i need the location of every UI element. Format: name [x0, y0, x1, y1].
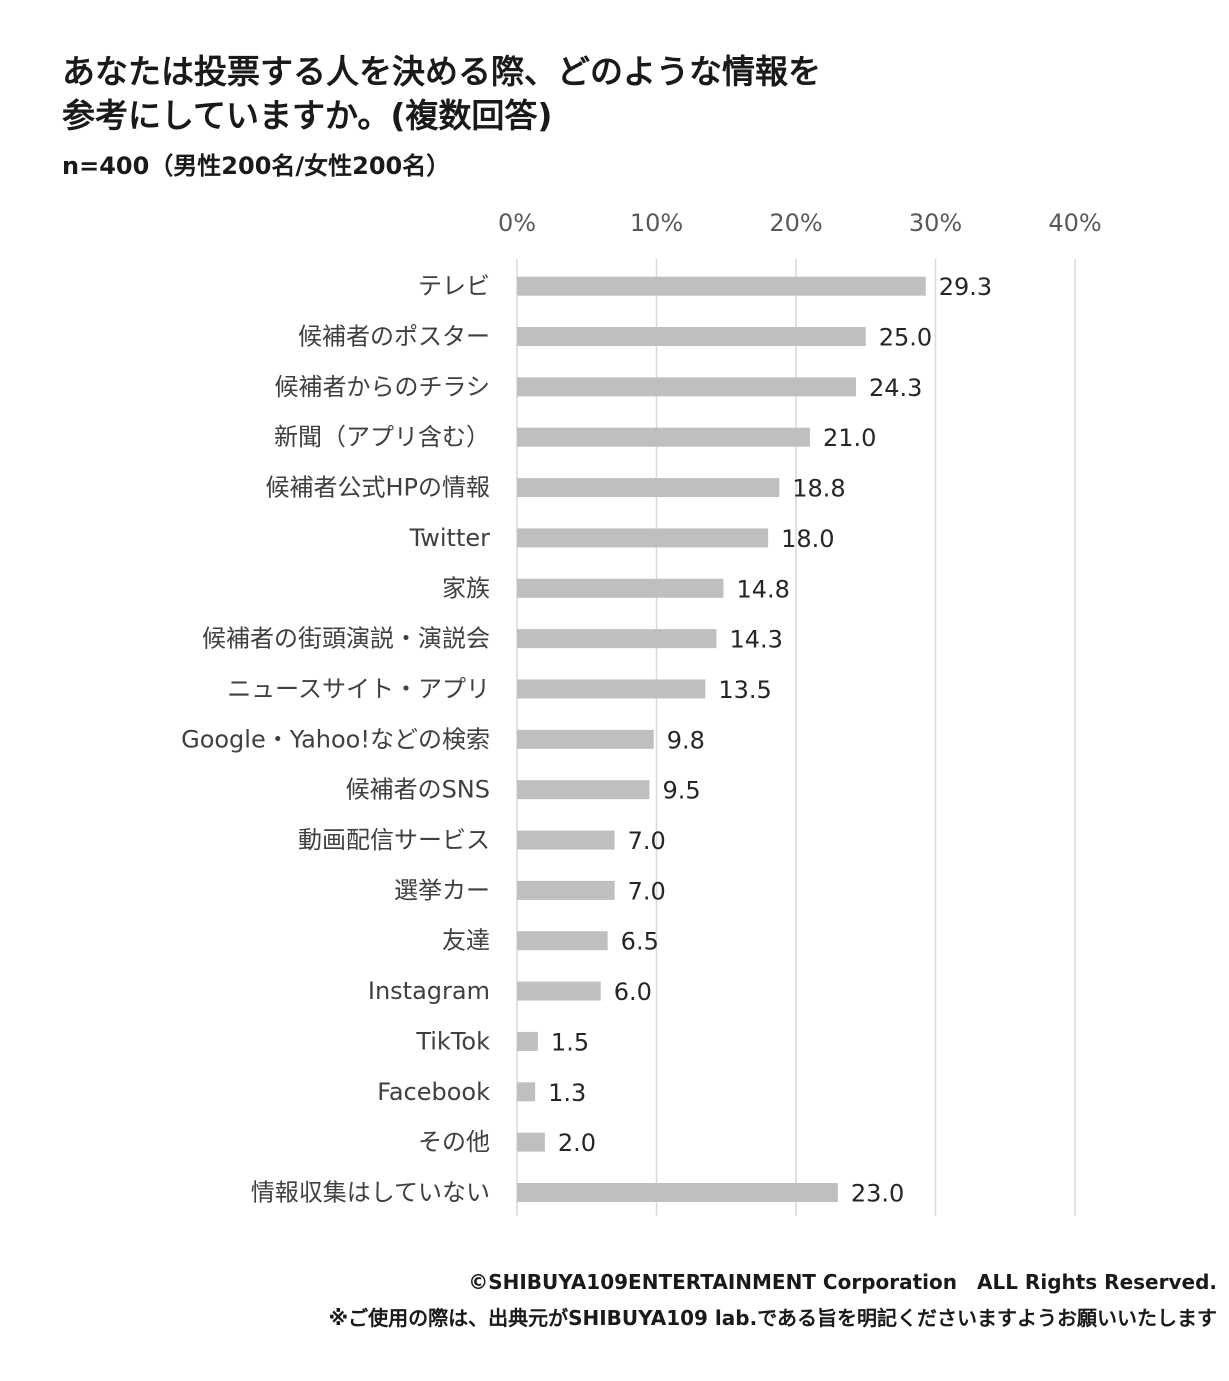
bar [517, 931, 608, 951]
x-tick-label: 10% [630, 209, 683, 237]
x-tick-label: 30% [909, 209, 962, 237]
category-label: テレビ [418, 272, 490, 300]
category-label: 動画配信サービス [298, 826, 490, 854]
category-label: Instagram [368, 977, 490, 1005]
data-label: 1.3 [548, 1079, 586, 1107]
category-label: 情報収集はしていない [251, 1178, 490, 1206]
category-label: その他 [418, 1128, 490, 1156]
data-label: 18.0 [781, 525, 834, 553]
data-label: 7.0 [628, 877, 666, 905]
x-tick-label: 0% [498, 209, 536, 237]
data-label: 7.0 [628, 827, 666, 855]
bar [517, 1132, 545, 1152]
category-label: 候補者の街頭演説・演説会 [202, 625, 490, 653]
category-label: 候補者からのチラシ [274, 373, 490, 401]
data-label: 25.0 [879, 324, 932, 352]
data-label: 29.3 [939, 273, 992, 301]
bar [517, 528, 769, 548]
data-label: 6.5 [621, 928, 659, 956]
category-label: TikTok [415, 1027, 490, 1055]
chart-title: あなたは投票する人を決める際、どのような情報を 参考にしていますか。(複数回答) [62, 50, 1062, 138]
data-label: 23.0 [851, 1179, 904, 1207]
data-label: 9.8 [667, 726, 705, 754]
data-label: 6.0 [614, 978, 652, 1006]
copyright-text: ©SHIBUYA109ENTERTAINMENT Corporation ALL… [468, 1270, 1217, 1294]
chart-subtitle: n=400（男性200名/女性200名） [62, 152, 451, 180]
category-label: 新聞（アプリ含む） [274, 423, 490, 451]
data-label: 21.0 [823, 424, 876, 452]
category-label: 候補者公式HPの情報 [265, 474, 490, 502]
bar [517, 478, 780, 498]
bar [517, 729, 654, 749]
category-label: Google・Yahoo!などの検索 [181, 725, 490, 753]
category-label: 候補者のSNS [346, 776, 490, 804]
bar [517, 629, 717, 649]
usage-note: ※ご使用の際は、出典元がSHIBUYA109 lab.である旨を明記くださいます… [328, 1306, 1217, 1330]
bar [517, 679, 706, 699]
category-label: ニュースサイト・アプリ [227, 675, 490, 703]
bar [517, 276, 926, 296]
bar [517, 427, 810, 447]
bar [517, 578, 724, 598]
category-label: 家族 [442, 574, 490, 602]
chart-title-line-2: 参考にしていますか。(複数回答) [62, 96, 553, 135]
data-label: 1.5 [551, 1028, 589, 1056]
bar [517, 1082, 536, 1102]
data-label: 2.0 [558, 1129, 596, 1157]
data-label: 14.8 [736, 575, 789, 603]
data-label: 18.8 [792, 475, 845, 503]
category-label: Twitter [409, 524, 491, 552]
category-label: Facebook [377, 1078, 490, 1106]
bar [517, 780, 650, 800]
bar [517, 377, 856, 397]
x-tick-label: 40% [1048, 209, 1101, 237]
data-label: 13.5 [718, 676, 771, 704]
bar [517, 1031, 538, 1051]
bar [517, 1182, 838, 1202]
bar [517, 327, 866, 347]
data-label: 24.3 [869, 374, 922, 402]
category-label: 友達 [442, 927, 490, 955]
bar [517, 880, 615, 900]
data-label: 14.3 [729, 626, 782, 654]
data-label: 9.5 [663, 777, 701, 805]
category-label: 候補者のポスター [298, 323, 490, 351]
bar [517, 830, 615, 850]
x-tick-label: 20% [769, 209, 822, 237]
chart-title-line-1: あなたは投票する人を決める際、どのような情報を [62, 52, 821, 91]
category-label: 選挙カー [394, 876, 490, 904]
bar [517, 981, 601, 1001]
